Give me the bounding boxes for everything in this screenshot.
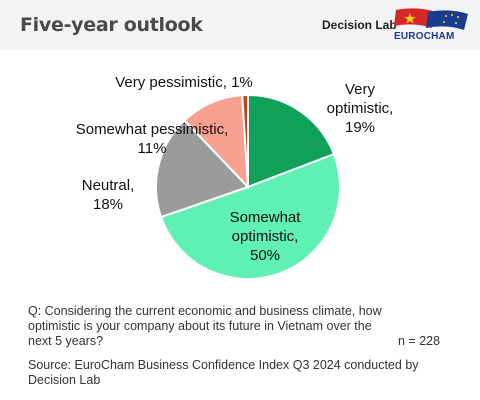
pie-label-neutral: Neutral, 18%	[82, 177, 135, 213]
pie-label-very-pessimistic: Very pessimistic, 1%	[115, 74, 253, 91]
pie-label-very-optimistic: Very optimistic, 19%	[327, 81, 394, 136]
eurocham-logo	[394, 8, 468, 30]
pie-slices	[155, 93, 341, 280]
pie-chart: Very optimistic, 19% Somewhat optimistic, 50%…	[76, 74, 394, 280]
pie-slice-very-pessimistic	[241, 93, 249, 188]
source-note: Source: EuroCham Business Confidence Ind…	[28, 358, 419, 387]
eurocham-wordmark: EUROCHAM	[394, 31, 455, 42]
pie-slice-neutral	[155, 119, 250, 219]
pie-slice-somewhat-optimistic	[159, 152, 341, 280]
page-title: Five-year outlook	[20, 14, 203, 36]
flag-red-icon	[394, 8, 436, 28]
pie-labels: Very optimistic, 19% Somewhat optimistic, 50%…	[76, 74, 394, 264]
header-bar: Five-year outlook Decision Lab EUROCHAM	[0, 0, 480, 50]
sample-size: n = 228	[398, 334, 441, 348]
flag-star-icon	[404, 13, 416, 24]
pie-label-somewhat-optimistic: Somewhat optimistic, 50%	[230, 209, 302, 264]
decision-lab-logo: Decision Lab	[322, 18, 397, 32]
pie-slice-somewhat-pessimistic	[183, 94, 250, 190]
pie-slice-very-optimistic	[247, 93, 336, 189]
flag-blue-icon	[426, 10, 468, 30]
survey-question: Q: Considering the current economic and …	[28, 304, 382, 348]
pie-label-somewhat-pessimistic: Somewhat pessimistic, 11%	[76, 121, 229, 157]
